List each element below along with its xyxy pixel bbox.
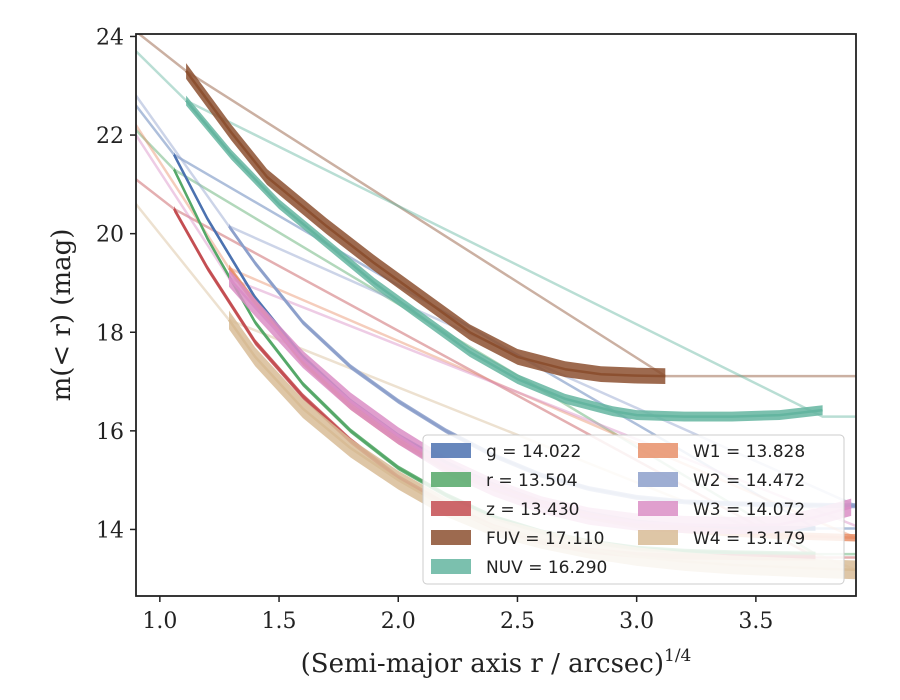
legend-label-g: g = 14.022: [486, 442, 581, 462]
x-tick-label: 1.0: [142, 609, 177, 634]
x-axis-label-main: (Semi-major axis r / arcsec): [301, 649, 664, 679]
legend: g = 14.022 r = 13.504 z = 13.430 FUV = 17.1…: [422, 434, 845, 585]
x-tick-label: 3.5: [738, 609, 773, 634]
y-tick-label: 16: [96, 420, 124, 445]
axes-layer: 1.0 1.5 2.0 2.5 3.0 3.5 14 16 18 20 22 24: [96, 25, 773, 634]
y-tick-label: 18: [96, 321, 124, 346]
legend-label-w2: W2 = 14.472: [693, 471, 805, 491]
series-fuv-model-line: [137, 34, 856, 378]
y-tick-label: 24: [96, 25, 124, 50]
x-tick-label: 2.0: [381, 609, 416, 634]
series-w3-band: [229, 269, 852, 535]
legend-swatch-w2: [638, 472, 678, 487]
legend-swatch-w3: [638, 501, 678, 516]
y-axis-label: m(< r) (mag): [47, 229, 77, 402]
legend-label-w4: W4 = 13.179: [693, 529, 805, 549]
legend-label-r: r = 13.504: [486, 471, 578, 491]
legend-swatch-r: [431, 472, 471, 487]
x-tick-label: 3.0: [619, 609, 654, 634]
series-w4-band: [229, 310, 856, 580]
legend-label-nuv: NUV = 16.290: [486, 558, 607, 578]
legend-label-w3: W3 = 14.072: [693, 500, 805, 520]
x-tick-label: 1.5: [262, 609, 297, 634]
series-nuv-line: [185, 99, 823, 418]
legend-label-z: z = 13.430: [486, 500, 579, 520]
legend-swatch-g: [431, 443, 471, 458]
x-axis-label-superscript: 1/4: [664, 646, 691, 666]
legend-swatch-z: [431, 501, 471, 516]
legend-label-fuv: FUV = 17.110: [486, 529, 604, 549]
legend-label-w1: W1 = 13.828: [693, 442, 805, 462]
legend-swatch-w4: [638, 530, 678, 545]
series-nuv-model-line: [136, 50, 856, 418]
series-fuv-line: [185, 70, 666, 378]
y-tick-label: 22: [96, 124, 124, 149]
legend-swatch-nuv: [431, 559, 471, 574]
series-layer: [136, 34, 856, 580]
legend-frame: [422, 434, 845, 585]
legend-swatch-w1: [638, 443, 678, 458]
x-axis-label: (Semi-major axis r / arcsec)1/4: [301, 646, 692, 679]
y-tick-label: 14: [96, 518, 124, 543]
legend-swatch-fuv: [431, 530, 471, 545]
plot-frame: [135, 33, 857, 597]
y-tick-label: 20: [96, 223, 124, 248]
x-tick-label: 2.5: [500, 609, 535, 634]
